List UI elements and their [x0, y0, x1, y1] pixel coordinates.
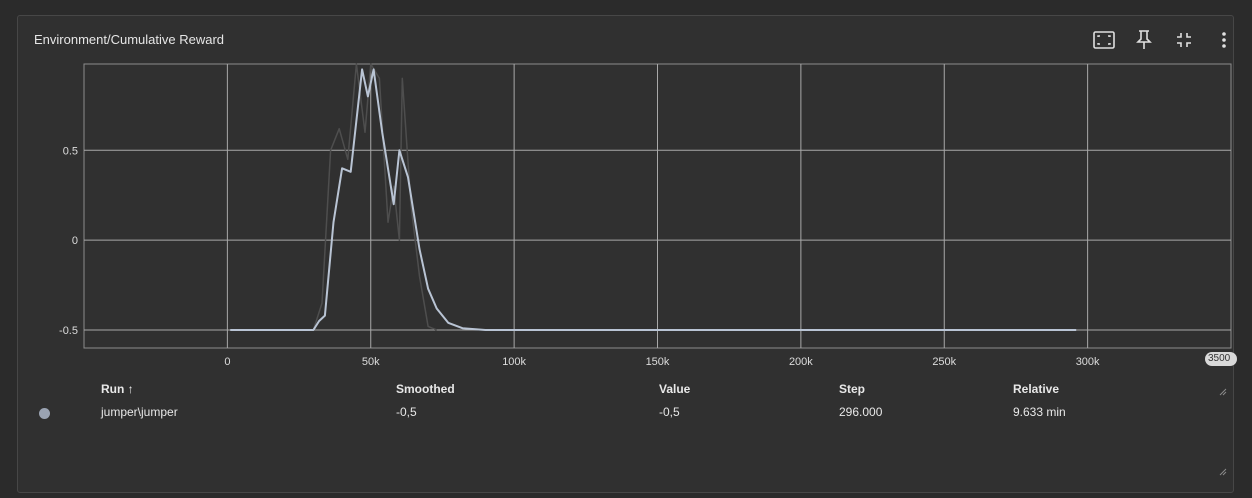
- series-line-raw: [230, 63, 437, 331]
- x-tick-label: 300k: [1076, 356, 1100, 368]
- collapse-button[interactable]: [1172, 28, 1196, 52]
- series-line-smoothed: [230, 68, 1077, 331]
- col-header-step[interactable]: Step: [839, 382, 866, 396]
- step-value: 296.000: [839, 405, 883, 419]
- x-tick-label: 150k: [646, 356, 670, 368]
- col-header-run[interactable]: Run ↑: [101, 382, 134, 396]
- x-tick-label: 100k: [502, 356, 526, 368]
- x-tick-label: 250k: [932, 356, 956, 368]
- col-header-relative[interactable]: Relative: [1013, 382, 1060, 396]
- x-tick-label: 200k: [789, 356, 813, 368]
- card-resize-grip-icon[interactable]: [1217, 466, 1227, 476]
- card-title: Environment/Cumulative Reward: [34, 32, 225, 47]
- run-color-dot: [39, 408, 50, 419]
- pin-icon: [1136, 30, 1152, 49]
- fit-to-data-icon: [1093, 31, 1115, 49]
- y-tick-label: 0: [72, 235, 78, 247]
- pin-button[interactable]: [1132, 28, 1156, 52]
- y-tick-label: 0.5: [63, 145, 78, 157]
- chart-resize-grip-icon[interactable]: [1217, 386, 1227, 396]
- line-chart[interactable]: 0 50k 100k 150k 200k 250k 300k -0.5 0 0.5: [18, 16, 1235, 376]
- col-header-smoothed[interactable]: Smoothed: [396, 382, 455, 396]
- fit-to-data-button[interactable]: [1092, 28, 1116, 52]
- collapse-icon: [1177, 33, 1191, 47]
- scalar-card: Environment/Cumulative Reward 0 50k 100k 15…: [17, 15, 1237, 493]
- raw-value: -0,5: [659, 405, 680, 419]
- x-tick-label: 0: [224, 356, 230, 368]
- run-name: jumper\jumper: [101, 405, 178, 419]
- more-vert-icon: [1222, 32, 1226, 48]
- more-options-button[interactable]: [1212, 28, 1236, 52]
- x-axis-end-label: 3500: [1205, 352, 1237, 366]
- x-tick-label: 50k: [362, 356, 380, 368]
- smoothed-value: -0,5: [396, 405, 417, 419]
- col-header-value[interactable]: Value: [659, 382, 691, 396]
- relative-time: 9.633 min: [1013, 405, 1066, 419]
- y-tick-label: -0.5: [59, 325, 78, 337]
